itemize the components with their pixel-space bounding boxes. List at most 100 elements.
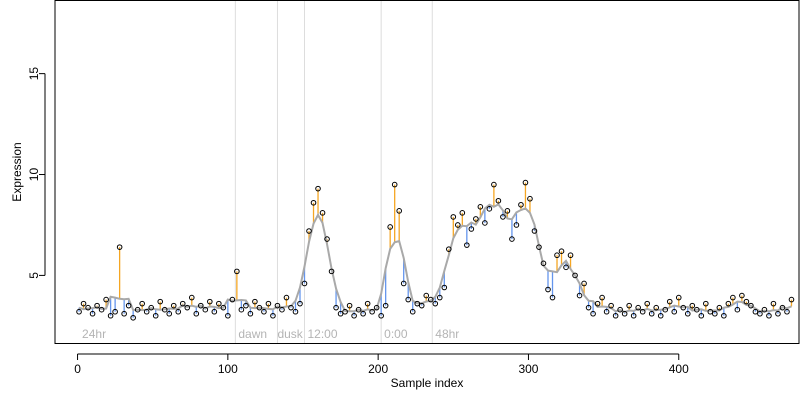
data-point xyxy=(698,312,705,319)
x-tick-label: 0 xyxy=(74,362,81,376)
data-point xyxy=(594,300,601,307)
data-point xyxy=(378,312,384,319)
data-point xyxy=(103,296,109,303)
data-point xyxy=(342,308,348,315)
data-point xyxy=(143,308,150,315)
data-point xyxy=(576,292,583,299)
data-point xyxy=(527,195,533,202)
data-point xyxy=(730,294,736,301)
data-point xyxy=(216,300,222,307)
data-point xyxy=(635,304,641,311)
data-point xyxy=(315,185,321,192)
data-point xyxy=(495,197,502,204)
data-point xyxy=(256,304,263,311)
data-point xyxy=(608,302,614,309)
period-label: 24hr xyxy=(82,327,106,341)
data-point xyxy=(748,302,754,309)
data-point xyxy=(409,308,416,315)
data-point xyxy=(666,298,673,305)
data-point xyxy=(653,304,660,311)
data-point xyxy=(662,306,669,313)
data-point xyxy=(536,244,542,250)
data-point xyxy=(283,294,290,301)
data-point xyxy=(279,306,285,313)
period-label: 12:00 xyxy=(308,327,338,341)
data-point xyxy=(175,308,182,315)
data-point xyxy=(400,280,407,287)
data-point xyxy=(265,300,272,307)
data-point xyxy=(85,304,91,311)
data-point xyxy=(387,224,393,230)
data-point xyxy=(504,208,511,214)
data-point xyxy=(630,312,637,319)
data-point xyxy=(328,268,335,275)
data-point xyxy=(468,226,475,232)
data-point xyxy=(261,308,267,315)
y-tick-label: 15 xyxy=(27,67,41,81)
data-point xyxy=(603,308,610,315)
data-point xyxy=(522,179,529,186)
data-point xyxy=(684,310,691,317)
data-point xyxy=(540,260,547,267)
data-point xyxy=(297,300,303,307)
data-point xyxy=(693,306,700,313)
data-point xyxy=(491,181,497,188)
data-point xyxy=(743,298,750,305)
data-point xyxy=(784,308,790,315)
data-point xyxy=(333,304,339,311)
data-point xyxy=(247,310,254,317)
data-point xyxy=(89,310,96,317)
data-point xyxy=(558,248,565,254)
x-tick-label: 100 xyxy=(218,362,238,376)
data-point xyxy=(211,308,218,315)
plot-frame xyxy=(54,0,800,344)
data-point xyxy=(572,272,578,279)
data-point xyxy=(130,314,136,321)
y-tick-label: 5 xyxy=(27,272,41,279)
data-point xyxy=(486,206,493,212)
deviation-segments xyxy=(78,182,793,318)
data-point xyxy=(739,292,745,299)
data-point xyxy=(775,310,781,317)
data-point xyxy=(405,296,412,303)
data-point xyxy=(225,312,231,319)
data-point xyxy=(139,300,145,307)
data-point xyxy=(121,310,127,317)
period-label: dawn xyxy=(238,327,267,341)
data-point xyxy=(234,268,240,275)
data-point xyxy=(188,294,195,301)
period-label: 48hr xyxy=(435,327,459,341)
data-point xyxy=(346,302,353,309)
data-point xyxy=(445,246,452,252)
data-point xyxy=(617,306,623,313)
data-point xyxy=(766,312,772,319)
data-point xyxy=(644,300,650,307)
data-point xyxy=(427,296,434,303)
data-point xyxy=(752,308,759,315)
data-point xyxy=(612,312,619,319)
data-point xyxy=(689,302,696,309)
data-point xyxy=(80,300,87,307)
data-point xyxy=(125,302,132,309)
data-point xyxy=(107,312,114,319)
data-point xyxy=(238,306,245,313)
data-point xyxy=(94,302,100,309)
data-point xyxy=(671,308,678,315)
data-point xyxy=(270,312,276,319)
data-point xyxy=(549,294,556,301)
data-point xyxy=(112,308,118,315)
data-point xyxy=(770,300,777,307)
y-axis-title: Expression xyxy=(10,142,24,201)
data-point xyxy=(152,312,159,319)
data-point xyxy=(703,300,709,307)
data-point xyxy=(220,304,227,311)
x-tick-label: 400 xyxy=(669,362,689,376)
data-point xyxy=(184,304,191,311)
x-axis: 0 100 200 300 400 xyxy=(74,353,689,376)
data-point xyxy=(464,242,470,248)
data-point xyxy=(76,308,82,315)
data-point xyxy=(364,300,371,307)
data-point xyxy=(585,304,592,311)
data-point xyxy=(761,306,768,313)
data-point xyxy=(202,306,209,313)
